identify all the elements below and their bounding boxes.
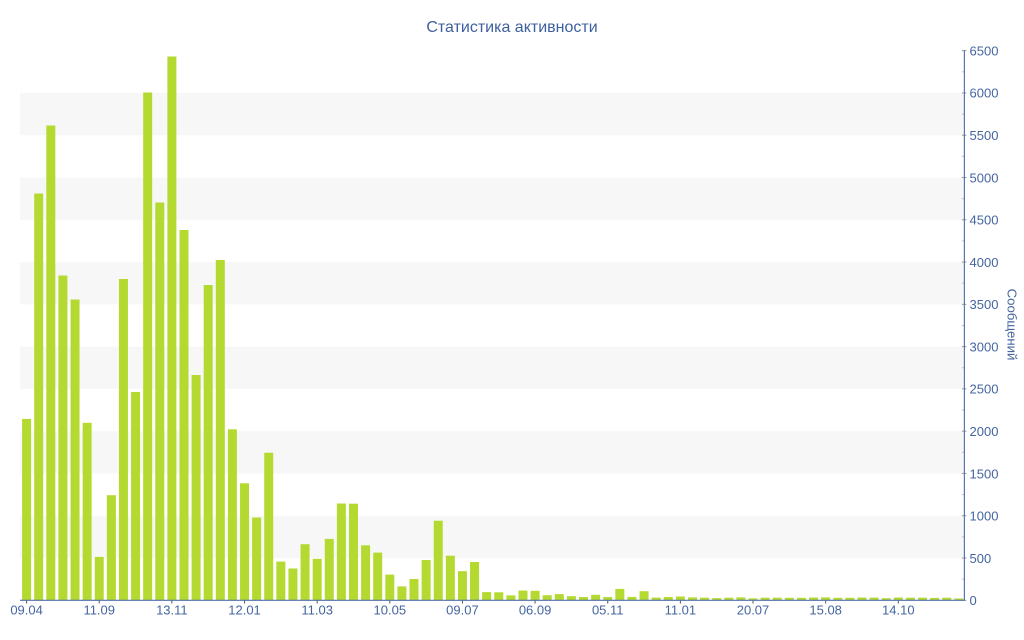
- svg-text:15.08: 15.08: [809, 603, 842, 618]
- svg-text:5500: 5500: [970, 128, 999, 143]
- svg-text:5000: 5000: [970, 170, 999, 185]
- svg-text:Статистика активности: Статистика активности: [426, 19, 597, 36]
- svg-text:11.01: 11.01: [665, 603, 697, 618]
- svg-text:20.07: 20.07: [737, 603, 770, 618]
- svg-text:500: 500: [970, 551, 992, 566]
- svg-text:4500: 4500: [970, 213, 999, 228]
- svg-text:1000: 1000: [970, 509, 999, 524]
- svg-text:3500: 3500: [970, 297, 999, 312]
- svg-text:11.03: 11.03: [301, 603, 333, 618]
- svg-text:4000: 4000: [970, 255, 999, 270]
- svg-text:2000: 2000: [970, 424, 999, 439]
- svg-text:05.11: 05.11: [592, 603, 624, 618]
- svg-text:14.10: 14.10: [882, 603, 915, 618]
- svg-text:0: 0: [970, 593, 977, 608]
- svg-text:06.09: 06.09: [519, 603, 552, 618]
- svg-text:09.04: 09.04: [10, 603, 43, 618]
- svg-text:6000: 6000: [970, 86, 999, 101]
- svg-text:3000: 3000: [970, 339, 999, 354]
- svg-text:12.01: 12.01: [228, 603, 261, 618]
- svg-text:11.09: 11.09: [83, 603, 115, 618]
- svg-text:2500: 2500: [970, 382, 999, 397]
- svg-text:09.07: 09.07: [446, 603, 479, 618]
- svg-text:6500: 6500: [970, 43, 999, 58]
- svg-text:10.05: 10.05: [374, 603, 407, 618]
- svg-text:Сообщений: Сообщений: [1004, 289, 1019, 361]
- svg-text:1500: 1500: [970, 466, 999, 481]
- svg-text:13.11: 13.11: [156, 603, 188, 618]
